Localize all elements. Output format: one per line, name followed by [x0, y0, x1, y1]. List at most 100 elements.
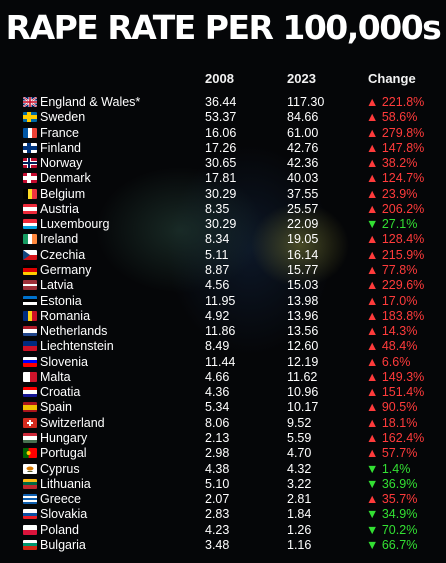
change-up-arrow-icon: ▲ [366, 492, 379, 506]
change-value: ▲ 14.3% [366, 324, 417, 339]
table-row: Poland 4.23 1.26 ▼ 70.2% [0, 523, 446, 538]
country-name: Spain [40, 400, 72, 415]
change-up-arrow-icon: ▲ [366, 125, 379, 140]
flag-fr-icon [23, 127, 37, 138]
change-down-arrow-icon: ▼ [366, 507, 379, 522]
table-row: Slovenia 11.44 12.19 ▲ 6.6% [0, 355, 446, 370]
value-2008: 30.29 [205, 186, 237, 201]
value-2023: 3.22 [287, 476, 312, 491]
flag-mt-icon [23, 371, 37, 382]
change-up-arrow-icon: ▲ [366, 95, 379, 109]
country-name: Hungary [40, 430, 88, 445]
country-name: France [40, 125, 79, 140]
flag-ch-icon [23, 417, 37, 428]
country-name: Sweden [40, 110, 86, 125]
value-2023: 2.81 [287, 492, 312, 506]
value-2008: 2.98 [205, 446, 230, 461]
value-2008: 4.56 [205, 278, 230, 293]
change-percent: 151.4% [381, 385, 425, 400]
change-value: ▲ 77.8% [366, 263, 417, 278]
table-row: Estonia 11.95 13.98 ▲ 17.0% [0, 294, 446, 309]
change-percent: 14.3% [381, 324, 418, 338]
value-2023: 15.03 [287, 278, 319, 293]
value-2008: 11.44 [205, 354, 236, 369]
table-row: England & Wales* 36.44 117.30 ▲ 221.8% [0, 95, 446, 110]
value-2008: 5.10 [205, 476, 230, 491]
change-up-arrow-icon: ▲ [366, 354, 379, 369]
change-up-arrow-icon: ▲ [366, 430, 379, 445]
header-2023: 2023 [287, 71, 316, 86]
change-up-arrow-icon: ▲ [366, 232, 379, 247]
change-value: ▲ 183.8% [366, 309, 424, 324]
flag-li-icon [23, 341, 37, 352]
change-value: ▲ 229.6% [366, 278, 424, 293]
country-name: Ireland [40, 232, 79, 247]
change-value: ▲ 128.4% [366, 232, 424, 247]
table-row: Netherlands 11.86 13.56 ▲ 14.3% [0, 324, 446, 339]
value-2008: 53.37 [205, 110, 237, 125]
value-2023: 13.96 [287, 308, 319, 323]
country-name: Greece [40, 492, 81, 506]
table-row: Cyprus 4.38 4.32 ▼ 1.4% [0, 462, 446, 477]
change-percent: 6.6% [381, 354, 411, 369]
change-value: ▲ 149.3% [366, 370, 424, 385]
value-2008: 17.26 [205, 140, 237, 155]
country-name: Croatia [40, 385, 81, 400]
table-row: Norway 30.65 42.36 ▲ 38.2% [0, 156, 446, 171]
country-name: Norway [40, 156, 83, 171]
change-up-arrow-icon: ▲ [366, 110, 379, 125]
flag-pt-icon [23, 448, 37, 459]
change-value: ▲ 6.6% [366, 355, 410, 370]
flag-sk-icon [23, 509, 37, 520]
table-row: Sweden 53.37 84.66 ▲ 58.6% [0, 110, 446, 125]
value-2023: 15.77 [287, 263, 319, 277]
value-2008: 30.29 [205, 217, 237, 232]
change-value: ▼ 34.9% [366, 507, 417, 522]
flag-si-icon [23, 356, 37, 367]
change-percent: 70.2% [381, 522, 418, 537]
value-2008: 2.83 [205, 507, 230, 522]
change-value: ▲ 221.8% [366, 95, 424, 110]
table-row: Liechtenstein 8.49 12.60 ▲ 48.4% [0, 339, 446, 354]
flag-gb-icon [23, 97, 37, 107]
country-name: Lithuania [40, 476, 91, 491]
value-2008: 8.34 [205, 232, 230, 247]
change-value: ▼ 70.2% [366, 523, 417, 538]
change-up-arrow-icon: ▲ [366, 415, 379, 430]
table-row: Malta 4.66 11.62 ▲ 149.3% [0, 370, 446, 385]
value-2023: 4.32 [287, 461, 312, 476]
value-2008: 5.34 [205, 400, 230, 415]
change-up-arrow-icon: ▲ [366, 140, 379, 155]
table-row: Croatia 4.36 10.96 ▲ 151.4% [0, 385, 446, 400]
change-up-arrow-icon: ▲ [366, 308, 379, 323]
country-name: Finland [40, 140, 81, 155]
country-name: Czechia [40, 247, 86, 262]
country-name: Romania [40, 308, 91, 323]
table-row: Bulgaria 3.48 1.16 ▼ 66.7% [0, 538, 446, 553]
change-percent: 128.4% [381, 232, 425, 247]
country-name: Belgium [40, 186, 86, 201]
value-2023: 1.26 [287, 522, 312, 537]
change-percent: 35.7% [381, 492, 418, 506]
country-name: Luxembourg [40, 217, 110, 232]
value-2023: 40.03 [287, 171, 319, 186]
value-2023: 37.55 [287, 186, 319, 201]
change-value: ▲ 162.4% [366, 431, 424, 446]
country-name: Malta [40, 369, 71, 384]
value-2008: 8.35 [205, 201, 230, 216]
change-value: ▲ 57.7% [366, 446, 417, 461]
change-percent: 27.1% [381, 217, 418, 232]
flag-cz-icon [23, 249, 37, 260]
value-2023: 13.98 [287, 293, 319, 308]
flag-gr-icon [23, 494, 37, 504]
change-percent: 23.9% [381, 186, 418, 201]
table-row: Germany 8.87 15.77 ▲ 77.8% [0, 263, 446, 278]
table-row: Luxembourg 30.29 22.09 ▼ 27.1% [0, 217, 446, 232]
table-row: Denmark 17.81 40.03 ▲ 124.7% [0, 171, 446, 186]
table-row: Switzerland 8.06 9.52 ▲ 18.1% [0, 416, 446, 431]
change-value: ▲ 279.8% [366, 126, 424, 141]
change-down-arrow-icon: ▼ [366, 217, 379, 232]
change-up-arrow-icon: ▲ [366, 263, 379, 277]
change-percent: 18.1% [381, 415, 418, 430]
